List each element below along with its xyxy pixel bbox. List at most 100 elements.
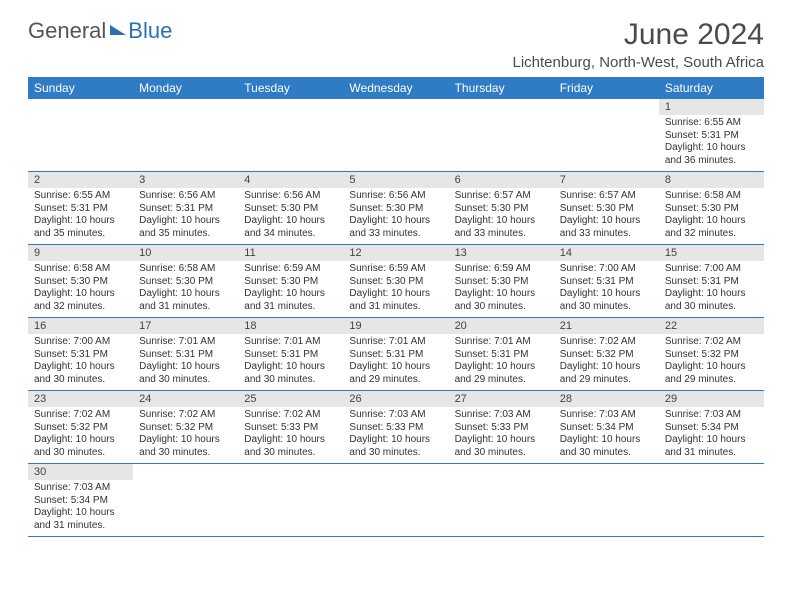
day-line: Sunrise: 7:01 AM bbox=[244, 336, 337, 349]
day-details: Sunrise: 6:56 AMSunset: 5:30 PMDaylight:… bbox=[343, 188, 448, 244]
calendar-day bbox=[133, 99, 238, 172]
day-details: Sunrise: 7:03 AMSunset: 5:34 PMDaylight:… bbox=[28, 480, 133, 536]
weekday-header: Monday bbox=[133, 77, 238, 99]
day-line: Sunset: 5:32 PM bbox=[665, 349, 758, 362]
day-line: Sunset: 5:31 PM bbox=[244, 349, 337, 362]
day-line: Sunset: 5:30 PM bbox=[560, 203, 653, 216]
day-line: Sunset: 5:30 PM bbox=[349, 203, 442, 216]
calendar-day bbox=[343, 99, 448, 172]
day-line: Sunrise: 6:58 AM bbox=[665, 190, 758, 203]
day-number: 24 bbox=[133, 391, 238, 407]
empty-day-body bbox=[343, 480, 448, 532]
empty-day-body bbox=[343, 115, 448, 167]
day-line: Sunrise: 7:02 AM bbox=[560, 336, 653, 349]
day-line: Daylight: 10 hours bbox=[455, 434, 548, 447]
day-number: 26 bbox=[343, 391, 448, 407]
day-line: Sunset: 5:31 PM bbox=[665, 276, 758, 289]
calendar-day: 28Sunrise: 7:03 AMSunset: 5:34 PMDayligh… bbox=[554, 391, 659, 464]
day-line: Sunrise: 7:03 AM bbox=[455, 409, 548, 422]
day-line: Sunrise: 7:00 AM bbox=[34, 336, 127, 349]
day-number: 16 bbox=[28, 318, 133, 334]
empty-day bbox=[28, 99, 133, 115]
calendar-day bbox=[238, 99, 343, 172]
day-line: Daylight: 10 hours bbox=[349, 361, 442, 374]
day-number: 12 bbox=[343, 245, 448, 261]
weekday-header: Saturday bbox=[659, 77, 764, 99]
day-line: Sunset: 5:31 PM bbox=[349, 349, 442, 362]
day-line: Sunrise: 6:59 AM bbox=[349, 263, 442, 276]
day-details: Sunrise: 6:59 AMSunset: 5:30 PMDaylight:… bbox=[449, 261, 554, 317]
day-line: Daylight: 10 hours bbox=[34, 434, 127, 447]
calendar-day: 24Sunrise: 7:02 AMSunset: 5:32 PMDayligh… bbox=[133, 391, 238, 464]
calendar-day: 6Sunrise: 6:57 AMSunset: 5:30 PMDaylight… bbox=[449, 172, 554, 245]
day-details: Sunrise: 7:00 AMSunset: 5:31 PMDaylight:… bbox=[28, 334, 133, 390]
day-line: Sunrise: 7:00 AM bbox=[560, 263, 653, 276]
day-line: Daylight: 10 hours bbox=[665, 215, 758, 228]
day-line: Daylight: 10 hours bbox=[244, 288, 337, 301]
weekday-header: Sunday bbox=[28, 77, 133, 99]
calendar-day: 29Sunrise: 7:03 AMSunset: 5:34 PMDayligh… bbox=[659, 391, 764, 464]
day-details: Sunrise: 7:00 AMSunset: 5:31 PMDaylight:… bbox=[659, 261, 764, 317]
day-line: Daylight: 10 hours bbox=[34, 361, 127, 374]
day-line: Sunset: 5:31 PM bbox=[665, 130, 758, 143]
logo-text-2: Blue bbox=[128, 18, 172, 44]
calendar-day: 2Sunrise: 6:55 AMSunset: 5:31 PMDaylight… bbox=[28, 172, 133, 245]
day-number: 6 bbox=[449, 172, 554, 188]
day-line: Sunset: 5:30 PM bbox=[665, 203, 758, 216]
day-line: and 31 minutes. bbox=[349, 301, 442, 314]
calendar-day: 17Sunrise: 7:01 AMSunset: 5:31 PMDayligh… bbox=[133, 318, 238, 391]
day-number: 23 bbox=[28, 391, 133, 407]
day-line: Sunset: 5:33 PM bbox=[244, 422, 337, 435]
day-line: and 30 minutes. bbox=[244, 447, 337, 460]
empty-day bbox=[449, 464, 554, 480]
day-details: Sunrise: 6:57 AMSunset: 5:30 PMDaylight:… bbox=[554, 188, 659, 244]
day-line: Sunset: 5:31 PM bbox=[139, 349, 232, 362]
calendar-day: 22Sunrise: 7:02 AMSunset: 5:32 PMDayligh… bbox=[659, 318, 764, 391]
day-line: and 30 minutes. bbox=[139, 374, 232, 387]
day-line: and 36 minutes. bbox=[665, 155, 758, 168]
empty-day-body bbox=[659, 480, 764, 532]
day-line: Daylight: 10 hours bbox=[560, 361, 653, 374]
day-line: Sunrise: 7:03 AM bbox=[34, 482, 127, 495]
empty-day bbox=[449, 99, 554, 115]
logo-flag-icon bbox=[110, 25, 126, 35]
day-line: and 30 minutes. bbox=[560, 447, 653, 460]
day-line: Sunrise: 6:55 AM bbox=[665, 117, 758, 130]
day-number: 21 bbox=[554, 318, 659, 334]
empty-day-body bbox=[554, 480, 659, 532]
day-number: 13 bbox=[449, 245, 554, 261]
calendar-week: 9Sunrise: 6:58 AMSunset: 5:30 PMDaylight… bbox=[28, 245, 764, 318]
day-details: Sunrise: 7:01 AMSunset: 5:31 PMDaylight:… bbox=[449, 334, 554, 390]
day-line: Sunrise: 6:59 AM bbox=[455, 263, 548, 276]
day-number: 9 bbox=[28, 245, 133, 261]
day-details: Sunrise: 7:03 AMSunset: 5:34 PMDaylight:… bbox=[554, 407, 659, 463]
day-number: 2 bbox=[28, 172, 133, 188]
day-details: Sunrise: 6:56 AMSunset: 5:31 PMDaylight:… bbox=[133, 188, 238, 244]
day-details: Sunrise: 7:02 AMSunset: 5:33 PMDaylight:… bbox=[238, 407, 343, 463]
day-details: Sunrise: 7:03 AMSunset: 5:33 PMDaylight:… bbox=[343, 407, 448, 463]
calendar-day: 14Sunrise: 7:00 AMSunset: 5:31 PMDayligh… bbox=[554, 245, 659, 318]
empty-day-body bbox=[133, 480, 238, 532]
day-line: and 30 minutes. bbox=[455, 447, 548, 460]
calendar-day: 4Sunrise: 6:56 AMSunset: 5:30 PMDaylight… bbox=[238, 172, 343, 245]
day-line: Sunrise: 7:02 AM bbox=[139, 409, 232, 422]
day-number: 1 bbox=[659, 99, 764, 115]
empty-day bbox=[554, 464, 659, 480]
day-line: Daylight: 10 hours bbox=[244, 215, 337, 228]
day-details: Sunrise: 7:01 AMSunset: 5:31 PMDaylight:… bbox=[133, 334, 238, 390]
day-line: and 35 minutes. bbox=[139, 228, 232, 241]
day-line: Daylight: 10 hours bbox=[560, 288, 653, 301]
day-number: 20 bbox=[449, 318, 554, 334]
day-line: Daylight: 10 hours bbox=[665, 142, 758, 155]
empty-day-body bbox=[554, 115, 659, 167]
empty-day-body bbox=[133, 115, 238, 167]
empty-day-body bbox=[449, 480, 554, 532]
empty-day bbox=[133, 99, 238, 115]
day-details: Sunrise: 7:02 AMSunset: 5:32 PMDaylight:… bbox=[133, 407, 238, 463]
calendar-week: 16Sunrise: 7:00 AMSunset: 5:31 PMDayligh… bbox=[28, 318, 764, 391]
calendar-day bbox=[449, 99, 554, 172]
calendar-day: 3Sunrise: 6:56 AMSunset: 5:31 PMDaylight… bbox=[133, 172, 238, 245]
calendar-day bbox=[133, 464, 238, 537]
day-number: 22 bbox=[659, 318, 764, 334]
calendar-week: 23Sunrise: 7:02 AMSunset: 5:32 PMDayligh… bbox=[28, 391, 764, 464]
